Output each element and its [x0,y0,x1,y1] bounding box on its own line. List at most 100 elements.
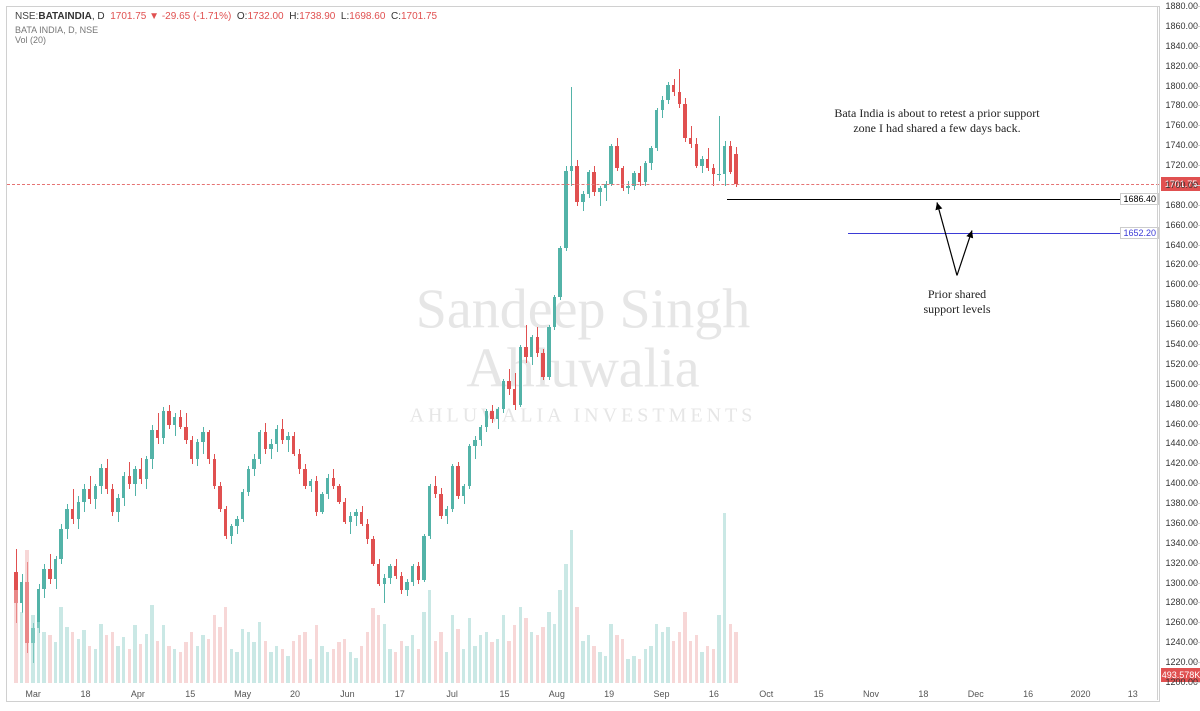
candle-body[interactable] [439,494,442,516]
candle-body[interactable] [598,188,601,192]
candle-body[interactable] [343,502,346,522]
candle-body[interactable] [360,512,363,524]
candle-body[interactable] [672,85,675,93]
candle-body[interactable] [213,459,216,486]
candle-body[interactable] [689,138,692,144]
price-axis[interactable]: 1200.001220.001240.001260.001280.001300.… [1157,6,1200,700]
candle-body[interactable] [326,478,329,494]
candle-body[interactable] [207,432,210,459]
candle-body[interactable] [638,173,641,182]
candle-body[interactable] [462,486,465,496]
candle-body[interactable] [303,469,306,486]
candle-body[interactable] [354,512,357,516]
candle-body[interactable] [587,172,590,194]
candle-body[interactable] [615,146,618,168]
candle-body[interactable] [156,430,159,439]
candle-body[interactable] [485,411,488,427]
candle-body[interactable] [309,481,312,486]
candle-body[interactable] [224,509,227,536]
candle-body[interactable] [247,469,250,492]
candle-body[interactable] [218,486,221,509]
candle-body[interactable] [541,353,544,377]
candle-body[interactable] [644,163,647,182]
candle-body[interactable] [723,146,726,174]
candle-body[interactable] [530,337,533,357]
candle-body[interactable] [547,327,550,377]
candle-body[interactable] [150,430,153,460]
candle-body[interactable] [71,509,74,519]
candle-body[interactable] [536,337,539,353]
candle-body[interactable] [695,144,698,166]
candle-body[interactable] [88,489,91,499]
candle-body[interactable] [275,429,278,445]
candle-body[interactable] [371,539,374,564]
candle-body[interactable] [94,486,97,499]
candle-body[interactable] [456,466,459,496]
candle-body[interactable] [400,576,403,590]
candle-body[interactable] [65,509,68,529]
candle-body[interactable] [388,566,391,578]
candle-body[interactable] [626,186,629,188]
candle-body[interactable] [145,459,148,479]
candle-body[interactable] [167,411,170,425]
candle-body[interactable] [428,486,431,536]
candle-body[interactable] [434,486,437,494]
candle-body[interactable] [490,411,493,419]
candle-body[interactable] [20,582,23,604]
candle-body[interactable] [337,486,340,502]
candle-body[interactable] [173,417,176,425]
candle-body[interactable] [241,492,244,519]
candle-body[interactable] [230,526,233,536]
candle-body[interactable] [592,172,595,192]
candle-body[interactable] [184,427,187,441]
candle-body[interactable] [54,559,57,579]
candle-body[interactable] [99,468,102,486]
candle-body[interactable] [394,566,397,576]
candle-body[interactable] [111,489,114,512]
candle-body[interactable] [281,429,284,441]
support-line[interactable] [727,199,1159,200]
candle-body[interactable] [729,146,732,172]
candle-body[interactable] [422,536,425,580]
candle-body[interactable] [564,171,567,248]
candle-body[interactable] [252,459,255,469]
candle-body[interactable] [383,578,386,584]
candle-body[interactable] [179,417,182,427]
candle-body[interactable] [558,248,561,298]
candle-body[interactable] [661,100,664,110]
candle-body[interactable] [116,498,119,512]
candle-body[interactable] [196,442,199,459]
candle-body[interactable] [649,148,652,163]
candle-body[interactable] [59,529,62,559]
candle-body[interactable] [524,347,527,357]
candle-body[interactable] [133,469,136,484]
candle-body[interactable] [666,85,669,101]
candle-body[interactable] [235,519,238,526]
candle-body[interactable] [292,436,295,454]
candle-body[interactable] [377,564,380,584]
candle-body[interactable] [105,468,108,489]
candle-body[interactable] [128,476,131,484]
price-plot[interactable]: Sandeep Singh Ahluwalia AHLUWALIA INVEST… [6,6,1160,702]
candle-body[interactable] [683,104,686,138]
candle-body[interactable] [519,347,522,405]
candle-body[interactable] [332,478,335,486]
candle-body[interactable] [700,159,703,166]
candle-body[interactable] [269,444,272,449]
candle-body[interactable] [473,440,476,446]
candle-body[interactable] [712,168,715,174]
candle-body[interactable] [609,146,612,184]
candle-body[interactable] [553,297,556,327]
candle-body[interactable] [468,446,471,486]
candle-body[interactable] [286,436,289,440]
candle-body[interactable] [122,476,125,498]
candle-body[interactable] [717,174,720,175]
candle-body[interactable] [451,466,454,509]
candle-body[interactable] [264,432,267,449]
candle-body[interactable] [258,432,261,459]
candle-body[interactable] [139,469,142,479]
candle-body[interactable] [48,569,51,579]
candle-body[interactable] [496,409,499,419]
candle-body[interactable] [405,582,408,590]
candle-body[interactable] [366,524,369,539]
